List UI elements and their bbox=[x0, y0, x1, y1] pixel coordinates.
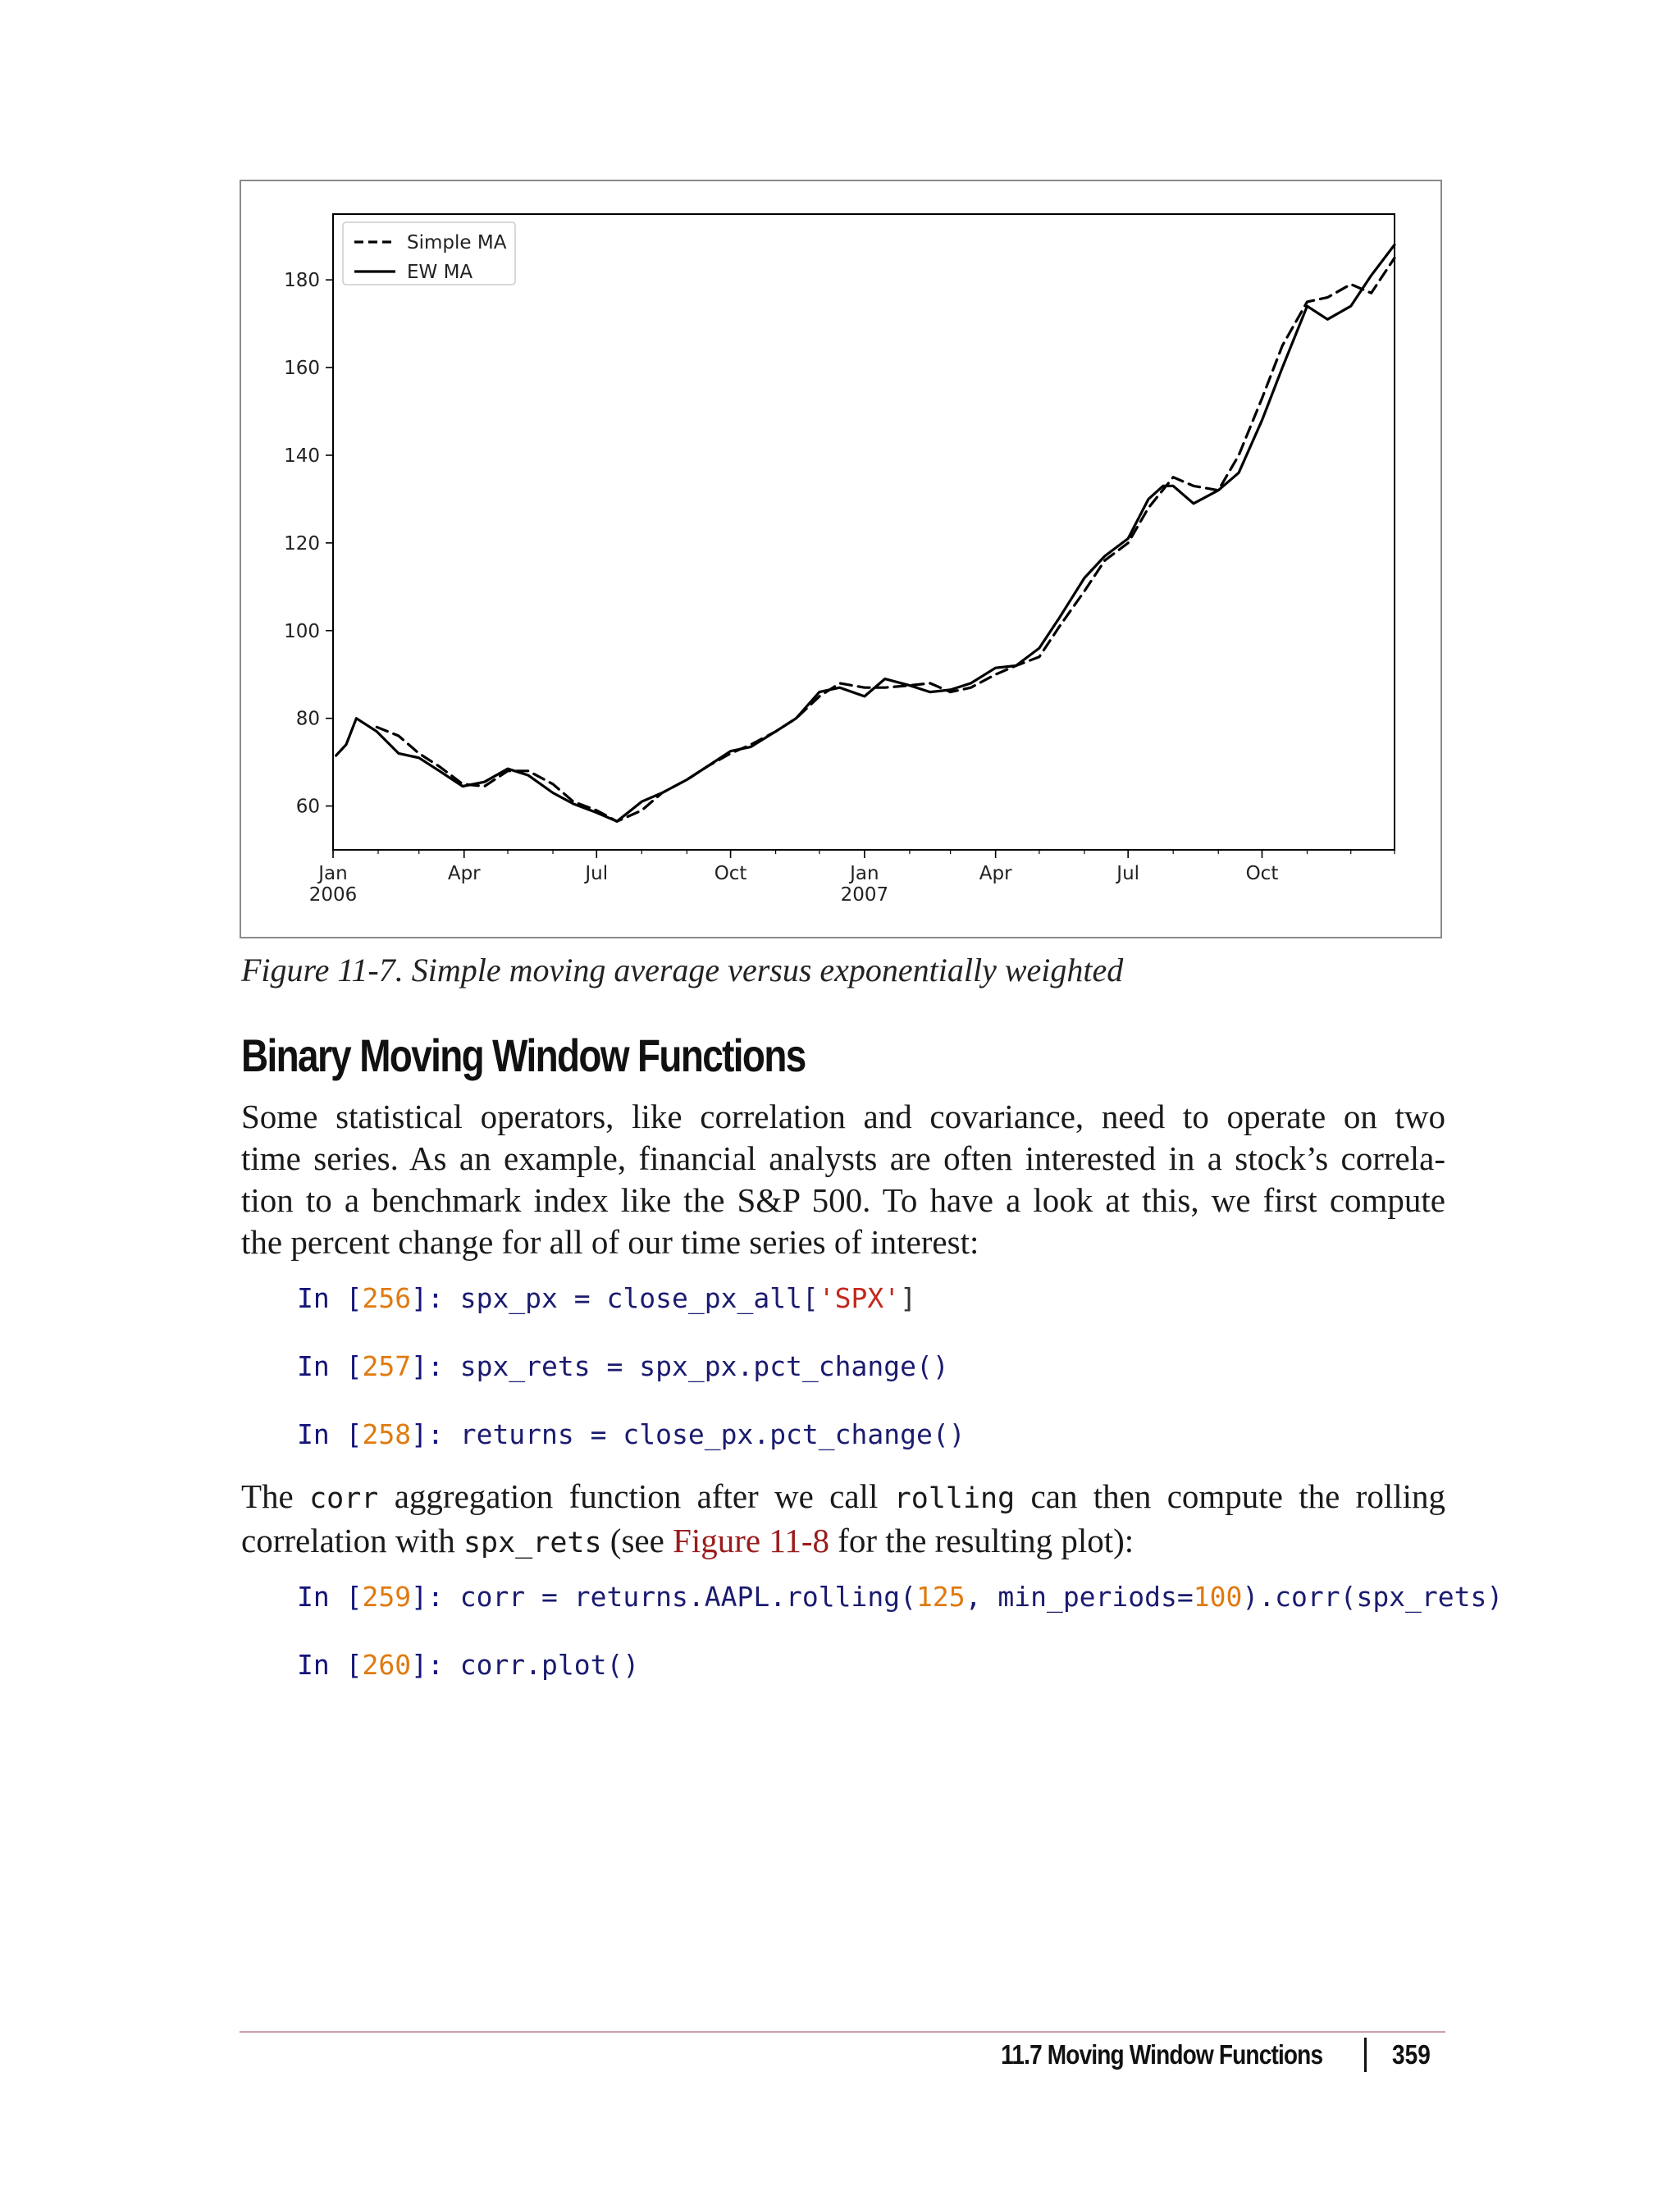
paragraph-line: time series. As an example, financial an… bbox=[241, 1139, 1445, 1177]
code-prompt-close: ]: bbox=[411, 1282, 460, 1314]
legend-label: Simple MA bbox=[407, 232, 507, 253]
footer-divider bbox=[240, 2031, 1445, 2033]
code-prompt: In [ bbox=[297, 1350, 363, 1382]
code-prompt: In [ bbox=[297, 1418, 363, 1450]
legend-label: EW MA bbox=[407, 262, 472, 283]
code-number: 125 bbox=[916, 1581, 966, 1613]
inline-code: corr bbox=[309, 1482, 379, 1515]
code-cell-number: 260 bbox=[362, 1649, 412, 1681]
code-cell-number: 258 bbox=[362, 1418, 412, 1450]
code-line-260: In [260]: corr.plot() bbox=[297, 1647, 639, 1683]
text: can then compute the rolling bbox=[1015, 1477, 1445, 1515]
x-tick-label: Oct bbox=[714, 863, 747, 884]
code-prompt-close: ]: bbox=[411, 1418, 460, 1450]
code-text: , min_periods= bbox=[965, 1581, 1194, 1613]
code-text: returns = close_px.pct_change() bbox=[459, 1418, 966, 1450]
x-tick-label: Jul bbox=[1115, 863, 1139, 884]
series-line-simple-ma bbox=[375, 256, 1396, 823]
y-tick-label: 180 bbox=[284, 270, 320, 291]
paragraph-corr: The corr aggregation function after we c… bbox=[241, 1476, 1445, 1564]
paragraph-line: tion to a benchmark index like the S&P 5… bbox=[241, 1181, 1445, 1219]
inline-code: spx_rets bbox=[463, 1527, 602, 1559]
text: for the resulting plot): bbox=[829, 1522, 1134, 1559]
paragraph-line: the percent change for all of our time s… bbox=[241, 1223, 979, 1261]
y-tick-label: 120 bbox=[284, 533, 320, 555]
code-line-256: In [256]: spx_px = close_px_all['SPX'] bbox=[297, 1281, 916, 1317]
code-text: corr.plot() bbox=[459, 1649, 640, 1681]
y-tick-label: 140 bbox=[284, 445, 320, 467]
code-text: ).corr(spx_rets) bbox=[1242, 1581, 1504, 1613]
code-prompt: In [ bbox=[297, 1282, 363, 1314]
code-string: 'SPX' bbox=[818, 1282, 901, 1314]
code-text: ] bbox=[900, 1282, 917, 1314]
figure-frame: 60 80 100 120 140 160 180 Jan 2006 Apr Jul Oct Jan 20… bbox=[240, 180, 1442, 938]
x-tick-sublabel: 2007 bbox=[841, 884, 889, 906]
y-tick-label: 60 bbox=[296, 797, 320, 818]
text: aggregation function after we call bbox=[378, 1477, 894, 1515]
code-number: 100 bbox=[1193, 1581, 1243, 1613]
y-tick-label: 100 bbox=[284, 621, 320, 642]
text: correlation with bbox=[241, 1522, 463, 1559]
code-prompt-close: ]: bbox=[411, 1649, 460, 1681]
code-line-257: In [257]: spx_rets = spx_px.pct_change() bbox=[297, 1349, 949, 1385]
code-text: corr = returns.AAPL.rolling( bbox=[459, 1581, 916, 1613]
code-prompt: In [ bbox=[297, 1649, 363, 1681]
plot-area-frame bbox=[332, 213, 1395, 851]
x-tick-sublabel: 2006 bbox=[309, 884, 358, 906]
figure-cross-reference-link[interactable]: Figure 11-8 bbox=[673, 1522, 829, 1559]
footer-separator bbox=[1364, 2038, 1367, 2072]
paragraph-intro: Some statistical operators, like correla… bbox=[241, 1096, 1445, 1263]
x-tick-label: Oct bbox=[1246, 863, 1279, 884]
y-tick-label: 160 bbox=[284, 358, 320, 379]
code-prompt-close: ]: bbox=[411, 1581, 460, 1613]
code-line-258: In [258]: returns = close_px.pct_change(… bbox=[297, 1417, 966, 1453]
x-tick-label: Jan bbox=[848, 863, 879, 884]
code-cell-number: 259 bbox=[362, 1581, 412, 1613]
code-text: spx_px = close_px_all[ bbox=[459, 1282, 819, 1314]
paragraph-line: Some statistical operators, like correla… bbox=[241, 1098, 1445, 1135]
running-footer-title: 11.7 Moving Window Functions bbox=[1000, 2039, 1323, 2070]
text: The bbox=[241, 1477, 310, 1515]
text: (see bbox=[601, 1522, 673, 1559]
code-text: spx_rets = spx_px.pct_change() bbox=[459, 1350, 949, 1382]
paragraph-line: The corr aggregation function after we c… bbox=[241, 1476, 1445, 1520]
x-tick-label: Apr bbox=[979, 863, 1012, 884]
x-tick-label: Jan bbox=[317, 863, 347, 884]
figure-caption: Figure 11-7. Simple moving average versu… bbox=[241, 952, 1124, 988]
legend-box bbox=[342, 221, 516, 285]
x-tick-label: Jul bbox=[583, 863, 608, 884]
code-line-259: In [259]: corr = returns.AAPL.rolling(12… bbox=[297, 1579, 1503, 1615]
series-line-ew-ma bbox=[334, 243, 1396, 823]
x-tick-label: Apr bbox=[448, 863, 481, 884]
code-prompt: In [ bbox=[297, 1581, 363, 1613]
y-tick-label: 80 bbox=[296, 709, 320, 730]
chart-legend: Simple MA EW MA bbox=[342, 221, 516, 285]
code-prompt-close: ]: bbox=[411, 1350, 460, 1382]
page-number: 359 bbox=[1392, 2039, 1431, 2070]
section-heading: Binary Moving Window Functions bbox=[241, 1029, 806, 1081]
code-cell-number: 257 bbox=[362, 1350, 412, 1382]
inline-code: rolling bbox=[893, 1482, 1016, 1515]
code-cell-number: 256 bbox=[362, 1282, 412, 1314]
paragraph-line: correlation with spx_rets (see Figure 11… bbox=[241, 1520, 1445, 1564]
